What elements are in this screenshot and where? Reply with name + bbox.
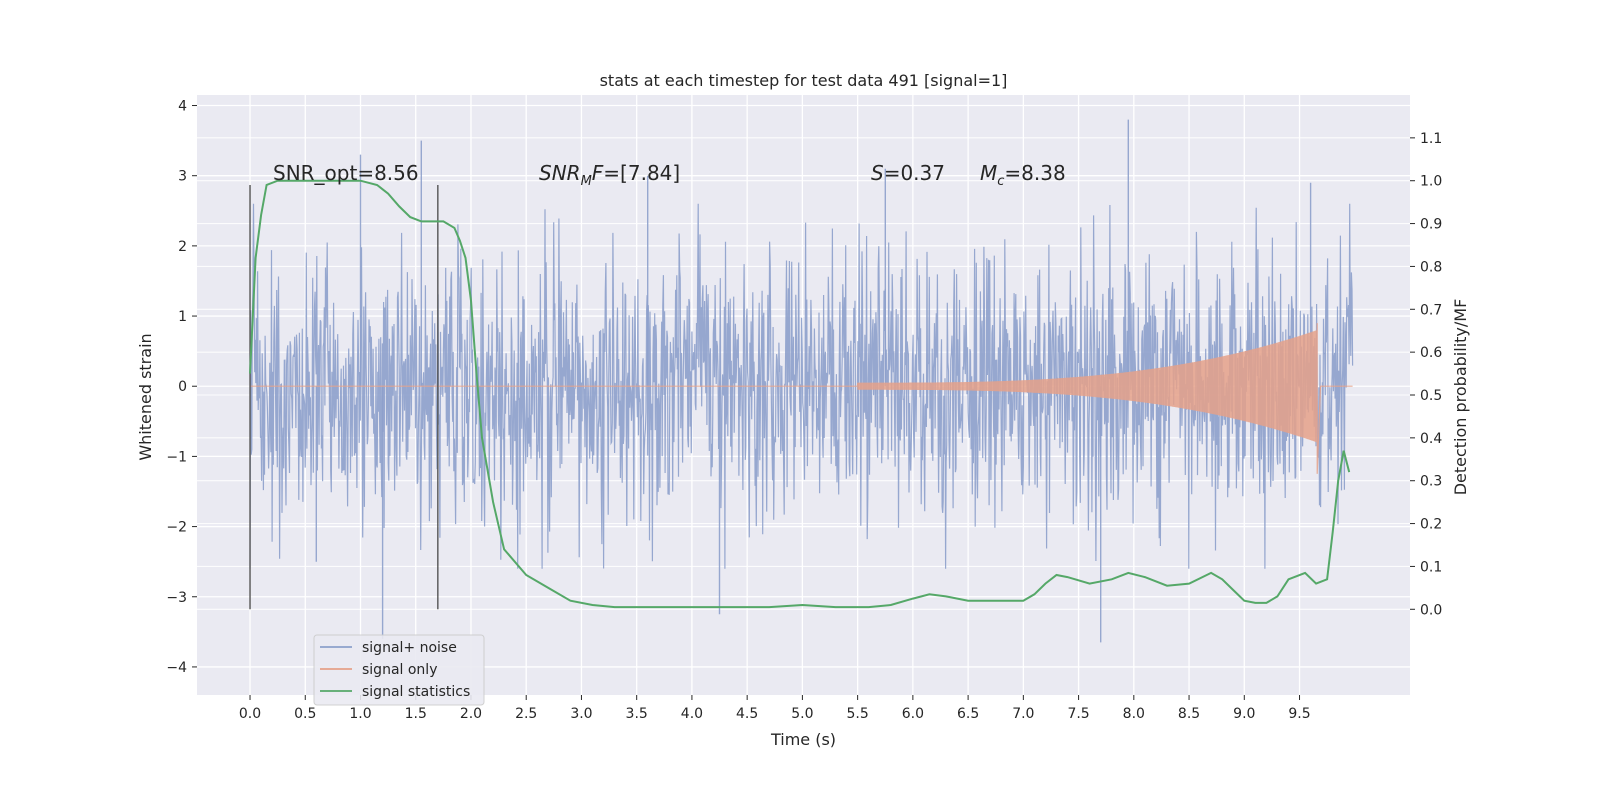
x-tick-label: 8.0	[1123, 706, 1145, 722]
legend-box	[313, 634, 485, 706]
annotation-s-prefix: S	[871, 161, 884, 185]
signal-only-line	[250, 323, 1353, 474]
y-left-tick-label: −2	[166, 520, 187, 536]
y-right-tick-label: 0.3	[1420, 474, 1442, 490]
y-left-tick-label: 2	[178, 239, 187, 255]
signal-statistics-series	[249, 179, 1351, 609]
annotation-snr-mf-suffix-italic: F	[592, 161, 604, 185]
y-left-tick-label: 3	[178, 169, 187, 185]
x-tick-label: 8.5	[1178, 706, 1200, 722]
x-tick-label: 6.0	[902, 706, 924, 722]
y-right-tick-label: 0.4	[1420, 431, 1442, 447]
annotation-snr-mf: SNRMF=[7.84]	[539, 161, 680, 189]
x-tick-label: 3.0	[570, 706, 592, 722]
axis-ticks: 0.0 0.5 1.0 1.5 2.0 2.5 3.0 3.5 4.0 4.5 5.0 5.5 6.0 6…	[166, 99, 1442, 722]
x-tick-label: 7.0	[1012, 706, 1034, 722]
x-tick-label: 1.0	[349, 706, 371, 722]
x-tick-label: 1.5	[405, 706, 427, 722]
annotation-s: S=0.37	[871, 161, 945, 185]
x-tick-label: 5.0	[791, 706, 813, 722]
y-right-tick-label: 1.1	[1420, 131, 1442, 147]
annotation-mc-sub: c	[997, 174, 1004, 189]
x-tick-label: 0.5	[294, 706, 316, 722]
legend-label: signal+ noise	[362, 640, 457, 656]
annotation-s-suffix: =0.37	[884, 161, 945, 185]
annotation-snr-mf-prefix: SNR	[539, 161, 581, 185]
y-right-tick-label: 0.8	[1420, 259, 1442, 275]
signal-noise-peaks	[315, 119, 1312, 643]
x-tick-label: 2.5	[515, 706, 537, 722]
y-left-tick-label: −1	[166, 449, 187, 465]
annotation-mc: Mc=8.38	[980, 161, 1066, 189]
annotation-snr-mf-sub: M	[581, 174, 592, 189]
signal-noise-line	[249, 203, 1354, 569]
y-right-tick-label: 1.0	[1420, 174, 1442, 190]
legend-label: signal statistics	[362, 684, 470, 700]
annotation-snr-opt: SNR_opt=8.56	[273, 161, 419, 185]
x-tick-label: 5.5	[846, 706, 868, 722]
x-tick-label: 0.0	[239, 706, 261, 722]
x-axis-label: Time (s)	[770, 730, 836, 749]
x-tick-label: 4.0	[681, 706, 703, 722]
y-right-tick-label: 0.6	[1420, 345, 1442, 361]
y-left-tick-label: 1	[178, 309, 187, 325]
x-tick-label: 2.0	[460, 706, 482, 722]
annotation-mc-suffix: =8.38	[1004, 161, 1065, 185]
y-left-tick-label: 0	[178, 379, 187, 395]
y-right-tick-label: 0.0	[1420, 602, 1442, 618]
annotation-snr-mf-value: =[7.84]	[603, 161, 680, 185]
y-axis-right-label: Detection probability/MF	[1451, 299, 1470, 496]
y-axis-left-label: Whitened strain	[136, 333, 155, 460]
y-right-tick-label: 0.9	[1420, 217, 1442, 233]
signal-statistics-line	[249, 179, 1351, 609]
x-tick-label: 3.5	[626, 706, 648, 722]
y-right-tick-label: 0.2	[1420, 517, 1442, 533]
x-tick-label: 6.5	[957, 706, 979, 722]
signal-noise-series	[249, 119, 1354, 643]
chart-title: stats at each timestep for test data 491…	[600, 71, 1008, 90]
legend-label: signal only	[362, 662, 437, 678]
vertical-markers	[249, 185, 439, 610]
y-right-tick-label: 0.5	[1420, 388, 1442, 404]
x-tick-label: 4.5	[736, 706, 758, 722]
annotation-mc-prefix: M	[980, 161, 997, 185]
y-right-tick-label: 0.7	[1420, 302, 1442, 318]
legend: signal+ noise signal only signal statistic…	[313, 634, 485, 706]
x-tick-label: 9.5	[1288, 706, 1310, 722]
y-left-tick-label: −3	[166, 590, 187, 606]
signal-only-series	[250, 323, 1353, 474]
y-left-tick-label: 4	[178, 99, 187, 115]
y-right-tick-label: 0.1	[1420, 559, 1442, 575]
x-tick-label: 9.0	[1233, 706, 1255, 722]
y-left-tick-label: −4	[166, 660, 187, 676]
x-tick-label: 7.5	[1067, 706, 1089, 722]
